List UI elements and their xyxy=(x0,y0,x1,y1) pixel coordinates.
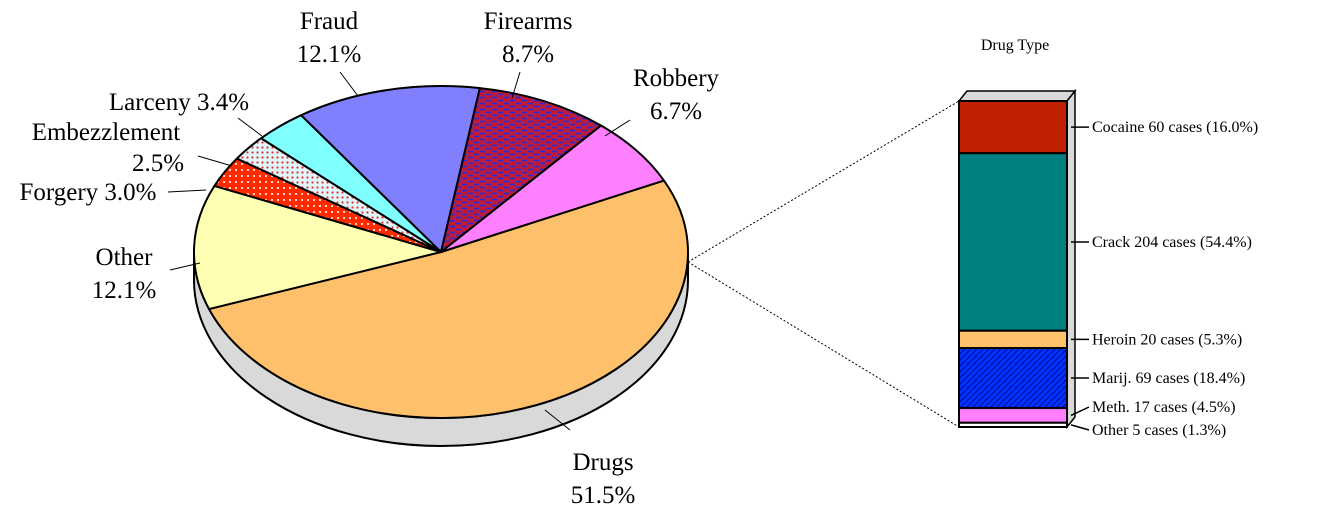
bar-segment-crack xyxy=(958,152,1068,332)
bar-label-meth: Meth. 17 cases (4.5%) xyxy=(1092,399,1236,416)
pie-value-drugs: 51.5% xyxy=(571,482,636,506)
pie-label-other: Other xyxy=(96,244,154,271)
pie-label-firearms: Firearms xyxy=(484,8,573,35)
leader-line-embezzlement xyxy=(197,155,233,167)
leader-line-robbery xyxy=(604,119,631,137)
connector-line-top xyxy=(687,100,960,263)
bar-label-heroin: Heroin 20 cases (5.3%) xyxy=(1092,331,1242,348)
drug-type-bar xyxy=(957,88,1077,430)
pie-slice-other xyxy=(192,184,442,311)
leader-line-drugs xyxy=(544,409,571,431)
bar-segment-other xyxy=(958,421,1068,429)
pie-slice-drugs xyxy=(208,179,689,419)
pie-value-firearms: 8.7% xyxy=(502,41,554,68)
pie-label-larceny: Larceny 3.4% xyxy=(109,89,249,116)
drug-type-labels: Cocaine 60 cases (16.0%) Crack 204 cases … xyxy=(1070,119,1258,439)
bar-segment-marij xyxy=(958,347,1068,410)
pie-label-drugs: Drugs xyxy=(572,449,633,476)
pie-label-forgery: Forgery 3.0% xyxy=(19,179,156,206)
pie-chart xyxy=(192,85,689,447)
bar-segment-heroin xyxy=(958,329,1068,350)
bar-title: Drug Type xyxy=(981,37,1049,54)
pie-value-embezzlement: 2.5% xyxy=(132,150,184,177)
leader-line-fraud xyxy=(339,71,359,97)
pie-value-robbery: 6.7% xyxy=(650,98,702,125)
bar-label-cocaine: Cocaine 60 cases (16.0%) xyxy=(1092,119,1258,136)
bar-segment-cocaine xyxy=(958,100,1068,155)
bar-segment-meth xyxy=(958,407,1068,424)
pie-value-other: 12.1% xyxy=(92,277,157,304)
bar-side-face xyxy=(1066,88,1076,430)
leader-line-larceny xyxy=(237,117,263,137)
bar-tick-other xyxy=(1070,424,1090,431)
leader-line-other xyxy=(169,262,201,271)
pie-labels: Drugs 51.5% Other 12.1% Forgery 3.0% Embezzle… xyxy=(19,8,719,506)
pie-label-robbery: Robbery xyxy=(633,65,720,92)
pie-value-fraud: 12.1% xyxy=(297,41,362,68)
pie-slice-firearms xyxy=(440,87,603,253)
pie-label-embezzlement: Embezzlement xyxy=(32,119,181,146)
leader-line-forgery xyxy=(167,189,207,193)
pie-slice-robbery xyxy=(440,124,665,253)
pie-label-fraud: Fraud xyxy=(300,8,359,35)
connector-line-bottom xyxy=(687,261,960,428)
bar-top-face xyxy=(957,90,1077,102)
bar-label-other: Other 5 cases (1.3%) xyxy=(1092,422,1226,439)
bar-label-crack: Crack 204 cases (54.4%) xyxy=(1092,234,1252,251)
bar-label-marij: Marij. 69 cases (18.4%) xyxy=(1092,370,1245,387)
leader-line-firearms xyxy=(511,71,521,99)
pie-slice-fraud xyxy=(300,85,481,253)
connector-lines xyxy=(687,100,960,428)
bar-tick-meth xyxy=(1070,406,1090,417)
